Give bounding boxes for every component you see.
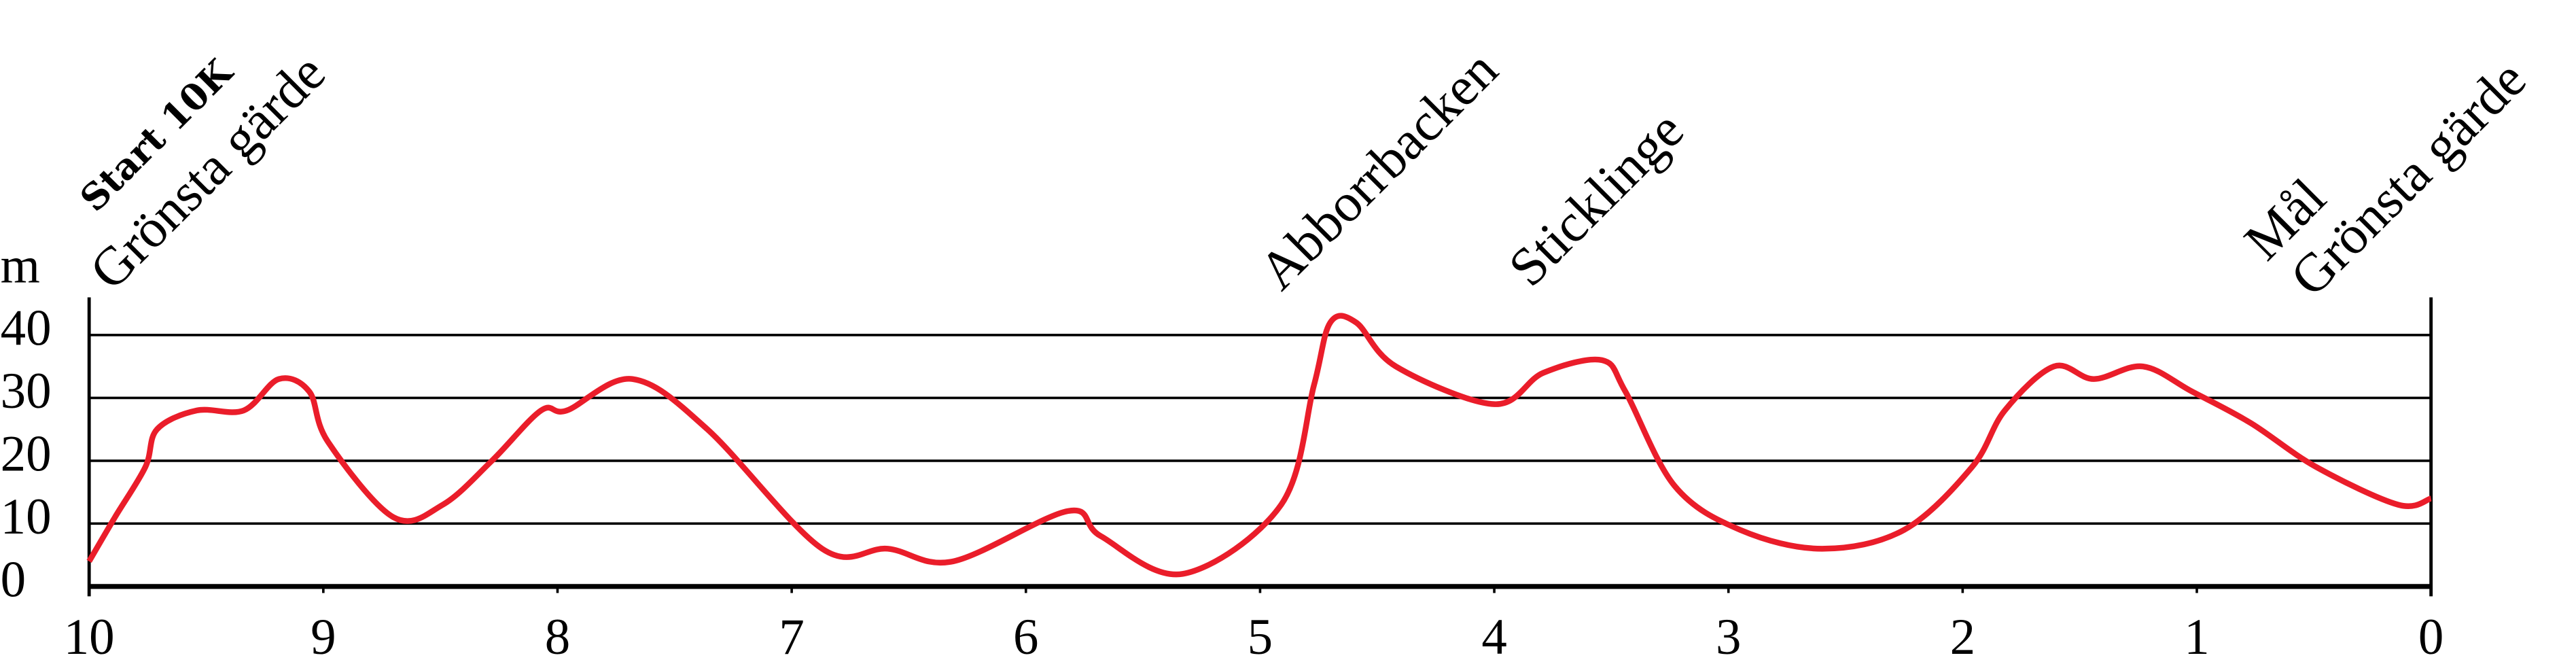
x-tick-label: 0 bbox=[2418, 609, 2443, 662]
x-tick-label: 7 bbox=[779, 609, 804, 662]
x-tick-label: 4 bbox=[1481, 609, 1506, 662]
x-tick-label: 10 bbox=[64, 609, 115, 662]
x-tick-label: 9 bbox=[311, 609, 336, 662]
x-tick-label: 6 bbox=[1013, 609, 1038, 662]
x-tick-label: 3 bbox=[1716, 609, 1741, 662]
y-axis-label: m bbox=[1, 238, 40, 294]
y-tick-label: 20 bbox=[1, 425, 52, 482]
x-tick-label: 5 bbox=[1248, 609, 1273, 662]
y-tick-label: 30 bbox=[1, 363, 52, 419]
x-tick-label: 2 bbox=[1950, 609, 1975, 662]
annotation: Abborrbacken bbox=[1248, 39, 1509, 301]
x-tick-label: 8 bbox=[545, 609, 570, 662]
x-tick-label: 1 bbox=[2184, 609, 2209, 662]
annotation: Sticklinge bbox=[1498, 100, 1695, 298]
elevation-line bbox=[86, 313, 2433, 578]
y-tick-label: 0 bbox=[1, 551, 26, 608]
annotation: Grönsta gärde bbox=[2279, 50, 2537, 308]
y-tick-label: 10 bbox=[1, 489, 52, 545]
y-tick-label: 40 bbox=[1, 300, 52, 356]
